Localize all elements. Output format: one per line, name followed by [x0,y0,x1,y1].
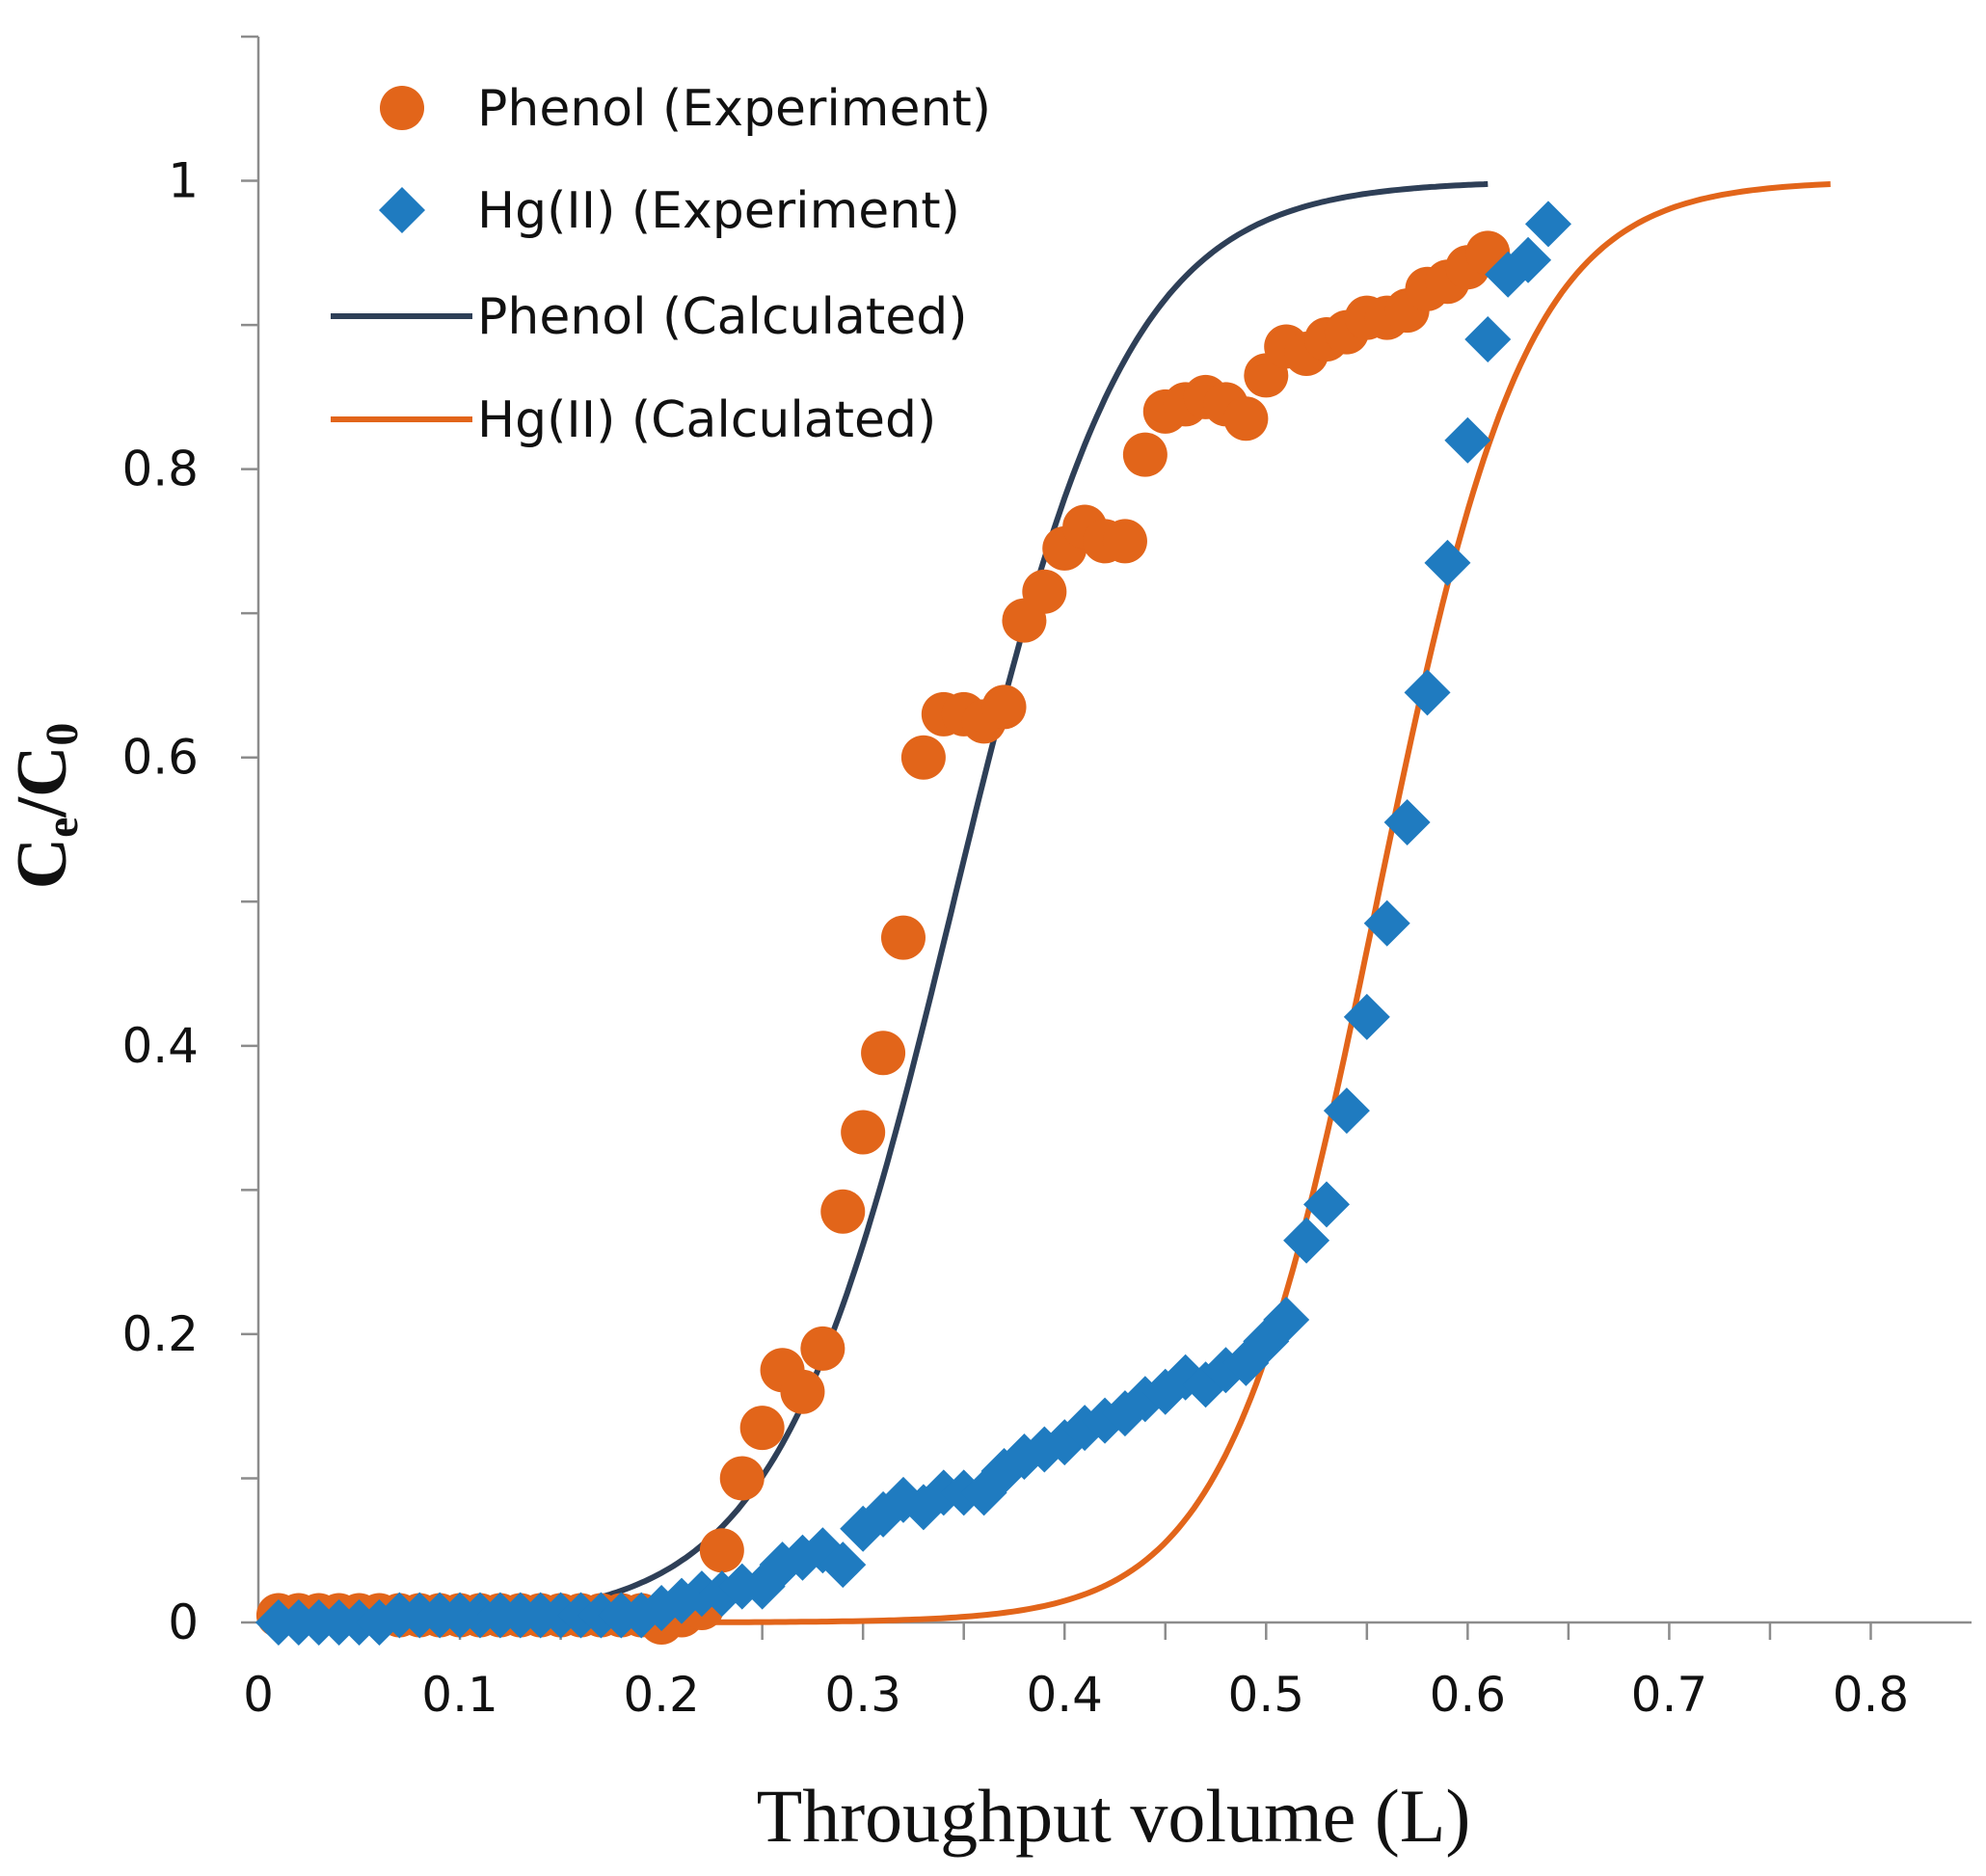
phenol-experiment-point [861,1031,906,1076]
y-tick-label: 0.8 [121,442,199,497]
phenol-experiment-point [841,1110,886,1155]
x-tick-label: 0.8 [1833,1667,1910,1723]
legend-label: Phenol (Experiment) [477,80,991,138]
phenol-experiment-point [719,1456,765,1501]
x-tick-label: 0.5 [1228,1667,1305,1723]
hg-experiment-point [1283,1217,1330,1264]
y-tick-label: 0.2 [121,1306,199,1362]
legend: Phenol (Experiment) Hg(II) (Experiment) Ph… [331,80,991,449]
hg-experiment-point [1383,799,1431,846]
hg-experiment-point [1363,899,1410,947]
x-axis-title: Throughput volume (L) [757,1774,1471,1858]
legend-diamond-marker [379,187,425,233]
phenol-experiment-point [699,1528,744,1573]
y-axis-title-sub-0: 0 [37,723,88,746]
phenol-experiment-point [880,915,926,960]
x-tick-label: 0.6 [1430,1667,1507,1723]
hg-experiment-point [1404,669,1451,716]
x-tick-label: 0.2 [623,1667,700,1723]
y-axis-title: Ce/C0 [3,723,88,890]
x-tick-label: 0.7 [1631,1667,1708,1723]
hg-experiment-point [1464,316,1512,363]
phenol-experiment-point [1102,519,1147,564]
y-tick-label: 1 [168,153,199,209]
phenol-experiment-point [981,684,1027,730]
phenol-experiment-point [780,1369,825,1414]
axes-group: 0 0.2 0.4 0.6 0.8 1 0 0.1 0.2 0.3 0.4 0.5 0.6 0.7 0.8 [121,35,1972,1723]
hg-experiment-point [1343,993,1390,1040]
y-axis-title-sub-e: e [37,817,88,838]
y-axis-title-mid: /C [3,746,82,818]
y-axis-title-base: C [3,838,82,889]
phenol-experiment-point [900,735,946,780]
legend-label: Hg(II) (Calculated) [477,391,936,449]
legend-label: Phenol (Calculated) [477,288,968,346]
hg-experiment-point [1444,416,1491,464]
legend-circle-marker [380,86,424,130]
hg-experiment-point [1323,1087,1370,1135]
y-tick-label: 0.4 [121,1018,199,1074]
experiment-points [255,201,1571,1646]
hg-experiment-point [960,1469,1007,1516]
y-tick-label: 0.6 [121,730,199,786]
x-tick-label: 0.4 [1026,1667,1103,1723]
phenol-experiment-point [1122,432,1167,477]
hg-experiment-point [1303,1181,1351,1228]
x-tick-label: 0.3 [824,1667,901,1723]
hg-experiment-point [819,1541,867,1589]
legend-label: Hg(II) (Experiment) [477,182,960,240]
phenol-experiment-point [1022,569,1067,614]
hg-experiment-point [1424,539,1471,586]
phenol-experiment-point [739,1406,785,1451]
phenol-experiment-point [820,1189,866,1234]
hg-experiment-point [1505,236,1552,283]
phenol-experiment-point [800,1326,845,1371]
y-tick-label: 0 [168,1595,199,1650]
x-tick-label: 0.1 [421,1667,498,1723]
hg-experiment-point [1263,1296,1310,1343]
phenol-experiment-point [1223,396,1269,442]
x-tick-label: 0 [243,1667,274,1723]
hg-experiment-point [1524,201,1571,248]
